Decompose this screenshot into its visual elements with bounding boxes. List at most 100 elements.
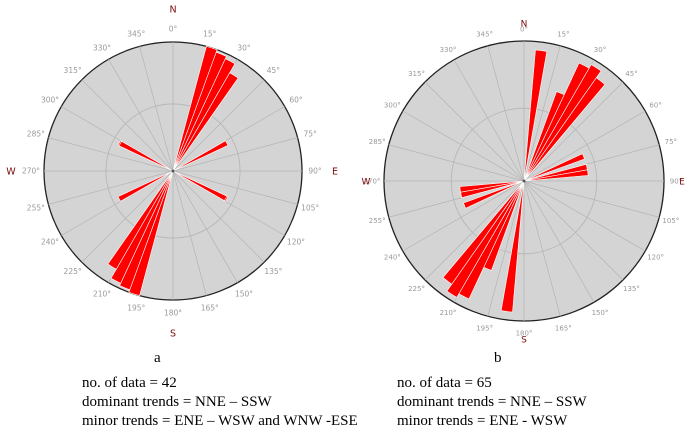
angle-tick-label: 210° [93, 289, 111, 298]
panel-a-minor-trends: minor trends = ENE – WSW and WNW -ESE [82, 413, 358, 429]
angular-gridline [424, 180, 525, 281]
panel-a-notes: no. of data = 42 dominant trends = NNE –… [82, 374, 358, 431]
angular-gridline [388, 144, 525, 182]
angular-gridline [523, 81, 624, 182]
angular-gridline [402, 110, 525, 182]
rose-center [522, 179, 526, 183]
rose-petal [118, 140, 174, 172]
angle-tick-label: 30° [594, 46, 606, 54]
angle-tick-label: 315° [408, 70, 425, 78]
angular-gridline [172, 137, 298, 172]
angular-gridline [172, 170, 298, 205]
angle-tick-label: 180° [516, 330, 533, 338]
rose-petal [172, 51, 227, 172]
angular-gridline [172, 170, 207, 296]
angle-tick-label: 15° [203, 29, 217, 38]
angle-tick-label: 15° [557, 31, 569, 39]
compass-west-label: W [6, 167, 16, 178]
compass-south-label: S [170, 329, 176, 340]
rose-petal [523, 64, 602, 182]
angle-tick-label: 330° [440, 46, 457, 54]
angle-tick-label: 225° [408, 285, 425, 293]
panel-a-data-count: no. of data = 42 [82, 375, 177, 391]
angle-tick-label: 195° [476, 324, 493, 332]
angle-tick-label: 345° [476, 31, 493, 39]
rose-petal [119, 170, 174, 291]
angle-tick-label: 285° [27, 130, 45, 139]
angle-tick-label: 240° [41, 238, 59, 247]
rose-petal [172, 170, 228, 202]
angle-tick-label: 150° [235, 289, 253, 298]
angle-tick-label: 270° [22, 167, 40, 176]
panel-b-dominant-trends: dominant trends = NNE – SSW [397, 394, 587, 410]
angular-gridline [523, 180, 561, 317]
angle-tick-label: 45° [625, 70, 637, 78]
rose-center [171, 169, 175, 173]
angle-tick-label: 270° [364, 178, 381, 186]
rose-petal [523, 169, 589, 182]
angular-gridline [523, 180, 646, 252]
angular-gridline [402, 180, 525, 252]
compass-east-label: E [679, 178, 685, 188]
angular-gridline [424, 81, 525, 182]
rose-petal [110, 170, 174, 284]
panel-b-label: b [494, 350, 502, 366]
angle-tick-label: 45° [267, 66, 281, 75]
angular-gridline [453, 59, 525, 182]
angle-tick-label: 120° [647, 254, 664, 262]
angle-tick-label: 30° [237, 44, 251, 53]
rose-petal [523, 77, 606, 182]
rose-petal [172, 140, 229, 172]
angle-tick-label: 285° [369, 138, 386, 146]
rose-petal [500, 180, 525, 313]
angle-tick-label: 300° [41, 96, 59, 105]
angular-gridline [487, 45, 525, 182]
panel-a-label: a [154, 350, 161, 366]
angle-tick-label: 135° [623, 285, 640, 293]
rose-petal [107, 170, 174, 270]
panel-a-dominant-trends: dominant trends = NNE – SSW [82, 394, 272, 410]
angle-tick-label: 165° [201, 304, 219, 313]
angle-tick-label: 180° [164, 309, 182, 318]
angular-gridline [81, 170, 174, 263]
angle-tick-label: 165° [555, 324, 572, 332]
rose-petal [446, 180, 525, 298]
rose-petal [117, 170, 174, 202]
angle-tick-label: 300° [384, 102, 401, 110]
angle-tick-label: 105° [662, 217, 679, 225]
angle-tick-label: 0° [520, 26, 528, 34]
angular-gridline [81, 79, 174, 172]
angular-gridline [487, 180, 525, 317]
angle-tick-label: 0° [169, 25, 178, 34]
rose-panel-b: 0° 15° 30° 45° 60° 75° 90° 105° 120° 135° 150° 165°… [362, 20, 685, 346]
angle-tick-label: 255° [27, 203, 45, 212]
angle-tick-label: 240° [384, 254, 401, 262]
angular-gridline [523, 180, 660, 218]
rose-petal [459, 180, 525, 193]
rose-petal [442, 180, 525, 285]
compass-south-label: S [521, 336, 527, 346]
panel-b-minor-trends: minor trends = ENE - WSW [397, 413, 568, 429]
compass-north-label: N [521, 20, 528, 30]
rose-petal [523, 49, 548, 182]
angular-gridline [139, 46, 174, 172]
rose-petal [523, 153, 585, 182]
angle-tick-label: 210° [440, 309, 457, 317]
angular-gridline [172, 170, 265, 263]
angular-gridline [523, 45, 561, 182]
angular-gridline [172, 170, 238, 283]
angle-tick-label: 90° [308, 167, 322, 176]
angular-gridline [48, 170, 174, 205]
compass-north-label: N [169, 5, 176, 16]
angle-tick-label: 135° [264, 267, 282, 276]
angular-gridline [48, 137, 174, 172]
angle-tick-label: 120° [287, 238, 305, 247]
angle-tick-label: 75° [304, 130, 318, 139]
angle-tick-label: 150° [592, 309, 609, 317]
angular-gridline [172, 79, 265, 172]
angle-tick-label: 90° [670, 178, 682, 186]
angle-tick-label: 345° [127, 29, 145, 38]
angle-tick-label: 330° [93, 44, 111, 53]
angle-tick-label: 75° [665, 138, 677, 146]
